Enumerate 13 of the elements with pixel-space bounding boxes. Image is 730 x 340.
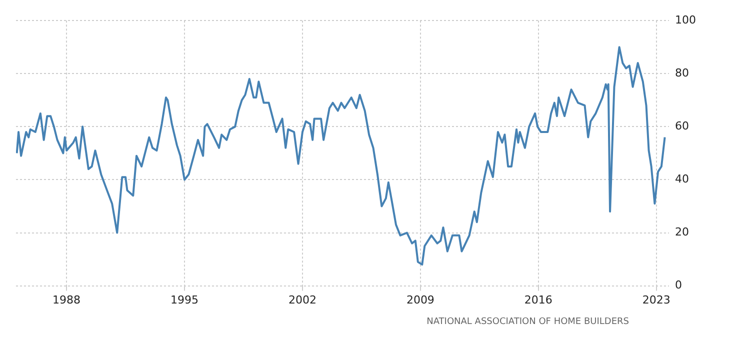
text: NATIONAL ASSOCIATION OF HOME BUILDERS bbox=[426, 316, 630, 327]
x-tick-label: 2016 bbox=[524, 293, 552, 306]
y-tick-label: 20 bbox=[675, 226, 690, 239]
x-tick-label: 1988 bbox=[52, 293, 81, 306]
x-tick-label: 1995 bbox=[170, 293, 199, 306]
y-tick-label: 40 bbox=[675, 172, 690, 186]
y-tick-label: 100 bbox=[675, 13, 696, 26]
y-tick-label: 0 bbox=[675, 278, 682, 292]
x-tick-label: 2023 bbox=[642, 293, 670, 306]
x-tick-label: 2009 bbox=[406, 293, 434, 306]
x-tick-label: 2002 bbox=[288, 293, 316, 306]
y-tick-label: 80 bbox=[675, 66, 690, 80]
y-tick-label: 60 bbox=[675, 120, 690, 133]
